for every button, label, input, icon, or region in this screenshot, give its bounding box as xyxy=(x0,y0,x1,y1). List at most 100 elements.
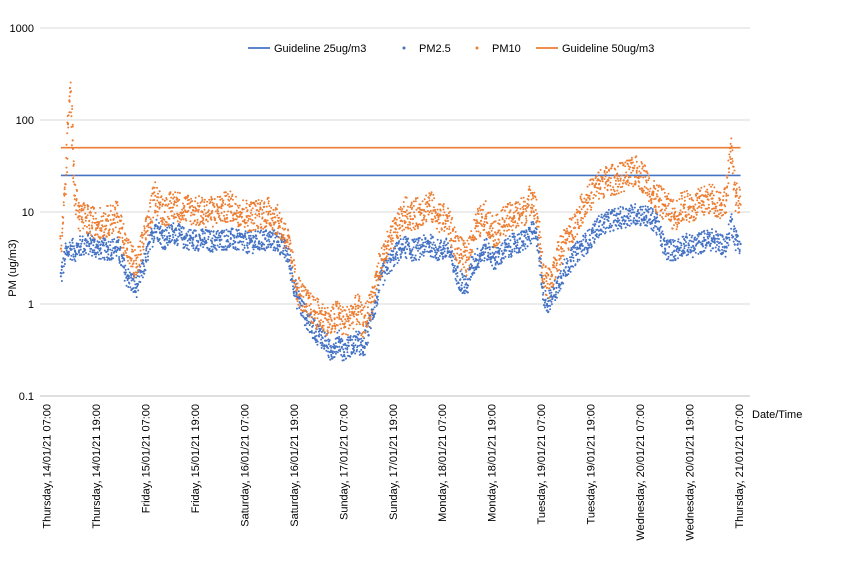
data-point xyxy=(297,303,300,306)
data-point xyxy=(588,244,591,246)
data-point xyxy=(423,250,426,253)
data-point xyxy=(122,257,125,260)
data-point xyxy=(483,239,486,241)
data-point xyxy=(265,222,268,225)
data-point xyxy=(173,201,176,204)
data-point xyxy=(504,255,507,258)
data-point xyxy=(97,225,99,228)
data-point xyxy=(409,249,412,252)
data-point xyxy=(687,246,690,249)
data-point xyxy=(147,226,150,229)
data-point xyxy=(600,213,603,216)
data-point xyxy=(716,244,718,246)
data-point xyxy=(172,215,175,218)
data-point xyxy=(433,197,436,200)
data-point xyxy=(289,259,292,262)
data-point xyxy=(605,167,608,169)
data-point xyxy=(588,228,591,231)
data-point xyxy=(271,243,274,246)
data-point xyxy=(170,210,173,213)
data-point xyxy=(152,241,155,244)
data-point xyxy=(525,230,528,233)
data-point xyxy=(237,211,240,214)
data-point xyxy=(399,206,402,209)
data-point xyxy=(417,239,420,242)
data-point xyxy=(260,229,263,232)
data-point xyxy=(157,240,160,243)
data-point xyxy=(582,201,585,204)
data-point xyxy=(687,250,690,253)
data-point xyxy=(61,266,64,269)
data-point xyxy=(381,271,384,274)
data-point xyxy=(186,239,189,242)
data-point xyxy=(187,248,190,251)
data-point xyxy=(548,296,551,299)
data-point xyxy=(604,173,607,176)
data-point xyxy=(412,226,415,229)
data-point xyxy=(76,190,78,192)
data-point xyxy=(362,306,365,309)
data-point xyxy=(105,243,107,246)
data-point xyxy=(452,269,455,272)
data-point xyxy=(425,218,428,221)
data-point xyxy=(658,220,661,223)
data-point xyxy=(626,159,629,162)
data-point xyxy=(474,253,476,255)
data-point xyxy=(455,279,458,282)
data-point xyxy=(220,238,223,241)
data-point xyxy=(367,341,369,344)
data-point xyxy=(711,238,714,241)
data-point xyxy=(217,212,220,215)
data-point xyxy=(626,179,629,182)
data-point xyxy=(370,313,373,316)
data-point xyxy=(100,230,103,232)
data-point xyxy=(291,265,294,268)
data-point xyxy=(335,304,338,307)
data-point xyxy=(704,246,707,249)
data-point xyxy=(376,301,379,304)
data-point xyxy=(436,220,439,223)
data-point xyxy=(84,204,86,207)
data-point xyxy=(596,174,599,177)
data-point xyxy=(402,205,405,208)
data-point xyxy=(613,207,616,210)
data-point xyxy=(522,208,525,211)
data-point xyxy=(331,325,334,328)
data-point xyxy=(63,263,66,265)
data-point xyxy=(556,280,559,283)
data-point xyxy=(327,347,330,350)
data-point xyxy=(273,240,276,243)
data-point xyxy=(702,236,705,239)
data-point xyxy=(297,290,300,293)
data-point xyxy=(294,295,297,298)
data-point xyxy=(607,219,610,222)
data-point xyxy=(726,233,728,236)
data-point xyxy=(692,240,695,243)
data-point xyxy=(154,225,157,228)
data-point xyxy=(580,208,583,211)
data-point xyxy=(271,232,274,235)
data-point xyxy=(441,257,444,260)
data-point xyxy=(228,195,231,198)
data-point xyxy=(324,339,327,342)
data-point xyxy=(617,165,619,168)
data-point xyxy=(574,246,577,249)
data-point xyxy=(522,240,525,243)
data-point xyxy=(242,199,245,202)
data-point xyxy=(103,234,106,236)
data-point xyxy=(78,211,81,214)
data-point xyxy=(276,232,279,235)
data-point xyxy=(510,220,513,222)
data-point xyxy=(210,230,213,233)
data-point xyxy=(100,227,103,230)
data-point xyxy=(96,233,99,236)
data-point xyxy=(601,180,604,183)
data-point xyxy=(739,242,742,245)
data-point xyxy=(172,222,175,225)
data-point xyxy=(267,238,270,241)
data-point xyxy=(611,165,614,168)
data-point xyxy=(367,322,370,324)
data-point xyxy=(479,258,482,260)
data-point xyxy=(649,218,652,221)
data-point xyxy=(399,247,402,250)
